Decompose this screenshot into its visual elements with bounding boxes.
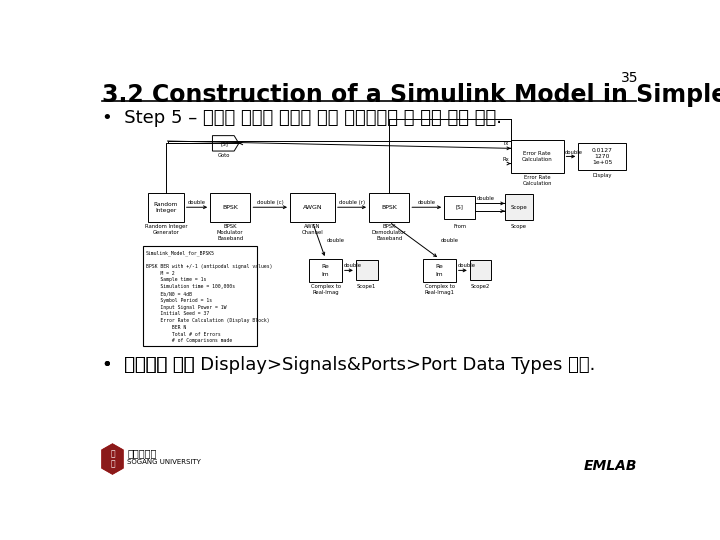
- Text: Simulation time = 100,000s: Simulation time = 100,000s: [145, 284, 235, 289]
- Text: Initial Seed = 37: Initial Seed = 37: [145, 312, 209, 316]
- Text: M = 2: M = 2: [145, 271, 174, 276]
- Text: Complex to
Real-Imag1: Complex to Real-Imag1: [425, 284, 454, 295]
- Text: Random Integer
Generator: Random Integer Generator: [145, 224, 187, 235]
- Text: double: double: [327, 238, 345, 243]
- Text: # of Comparisons made: # of Comparisons made: [145, 339, 232, 343]
- FancyBboxPatch shape: [510, 140, 564, 173]
- Text: Random
Integer: Random Integer: [154, 202, 178, 213]
- Text: 3.2 Construction of a Simulink Model in Simple Steps (cont’d): 3.2 Construction of a Simulink Model in …: [102, 83, 720, 107]
- Text: double: double: [343, 263, 361, 268]
- Text: •  Step 5 – 신호와 포트의 데이터 타입 디스플레이 및 정보 블록 추가.: • Step 5 – 신호와 포트의 데이터 타입 디스플레이 및 정보 블록 …: [102, 110, 502, 127]
- Text: double (c): double (c): [257, 200, 284, 205]
- Text: Display: Display: [593, 173, 612, 178]
- Text: BER N: BER N: [145, 325, 186, 330]
- Text: SOGANG UNIVERSITY: SOGANG UNIVERSITY: [127, 459, 201, 465]
- FancyBboxPatch shape: [210, 193, 251, 222]
- Text: Scope1: Scope1: [357, 284, 377, 289]
- Text: Scope: Scope: [510, 224, 526, 229]
- Text: Scope2: Scope2: [471, 284, 490, 289]
- Text: BPSK
Modulator
Baseband: BPSK Modulator Baseband: [217, 224, 243, 241]
- Text: double: double: [188, 200, 206, 205]
- Text: From: From: [453, 224, 467, 229]
- Text: BPSK: BPSK: [222, 205, 238, 210]
- Text: 35: 35: [621, 71, 639, 85]
- Text: Complex to
Real-Imag: Complex to Real-Imag: [310, 284, 341, 295]
- Text: [S]: [S]: [456, 205, 464, 210]
- FancyBboxPatch shape: [290, 193, 335, 222]
- Text: AWGN
Channel: AWGN Channel: [302, 224, 323, 235]
- FancyBboxPatch shape: [310, 259, 342, 282]
- FancyBboxPatch shape: [148, 193, 184, 222]
- FancyBboxPatch shape: [423, 259, 456, 282]
- FancyBboxPatch shape: [469, 260, 492, 280]
- Text: •  시뮬링크 창의: • 시뮬링크 창의: [102, 356, 200, 374]
- Text: double: double: [565, 150, 583, 155]
- FancyBboxPatch shape: [143, 246, 258, 346]
- Text: [S]: [S]: [220, 141, 228, 146]
- Text: 서강대학교: 서강대학교: [127, 448, 156, 458]
- Text: Goto: Goto: [218, 153, 230, 158]
- Text: double: double: [418, 200, 436, 205]
- Text: Total # of Errors: Total # of Errors: [145, 332, 220, 336]
- Text: Error Rate
Calculation: Error Rate Calculation: [523, 175, 552, 186]
- Text: double: double: [477, 196, 495, 201]
- Text: Simulink_Model_for_BPSK5: Simulink_Model_for_BPSK5: [145, 251, 215, 256]
- Text: double: double: [441, 238, 459, 243]
- Text: Symbol Period = 1s: Symbol Period = 1s: [145, 298, 212, 303]
- Text: 서
강: 서 강: [110, 449, 114, 469]
- Text: Error Rate Calculation (Display Block): Error Rate Calculation (Display Block): [145, 318, 269, 323]
- Text: BPSK
Demodulator
Baseband: BPSK Demodulator Baseband: [372, 224, 407, 241]
- Text: BPSK BER with +/-1 (antipodal signal values): BPSK BER with +/-1 (antipodal signal val…: [145, 264, 272, 269]
- Text: Im: Im: [322, 272, 330, 276]
- Polygon shape: [102, 444, 123, 475]
- Text: Re: Re: [436, 264, 444, 269]
- Text: 0.0127
1270
1e+05: 0.0127 1270 1e+05: [592, 148, 613, 165]
- Text: BPSK: BPSK: [381, 205, 397, 210]
- Text: Re: Re: [322, 264, 330, 269]
- FancyBboxPatch shape: [369, 193, 409, 222]
- FancyBboxPatch shape: [444, 195, 475, 219]
- Text: Tx: Tx: [503, 141, 509, 146]
- FancyBboxPatch shape: [356, 260, 377, 280]
- Text: Input Signal Power = 1W: Input Signal Power = 1W: [145, 305, 226, 309]
- Text: Error Rate
Calculation: Error Rate Calculation: [522, 151, 552, 162]
- Text: •  시뮬링크 창의 Display>Signals&Ports>Port Data Types 선택.: • 시뮬링크 창의 Display>Signals&Ports>Port Dat…: [102, 356, 595, 374]
- Polygon shape: [212, 136, 239, 151]
- Text: Sample time = 1s: Sample time = 1s: [145, 278, 206, 282]
- Text: Scope: Scope: [510, 205, 527, 210]
- Text: double: double: [457, 263, 475, 268]
- FancyBboxPatch shape: [578, 143, 626, 170]
- Text: Rx: Rx: [503, 157, 509, 162]
- Text: Im: Im: [436, 272, 444, 276]
- Text: double (r): double (r): [339, 200, 365, 205]
- Text: EMLAB: EMLAB: [584, 459, 637, 473]
- FancyBboxPatch shape: [505, 194, 533, 220]
- Text: AWGN: AWGN: [302, 205, 323, 210]
- Text: Eb/N0 = 4dB: Eb/N0 = 4dB: [145, 291, 192, 296]
